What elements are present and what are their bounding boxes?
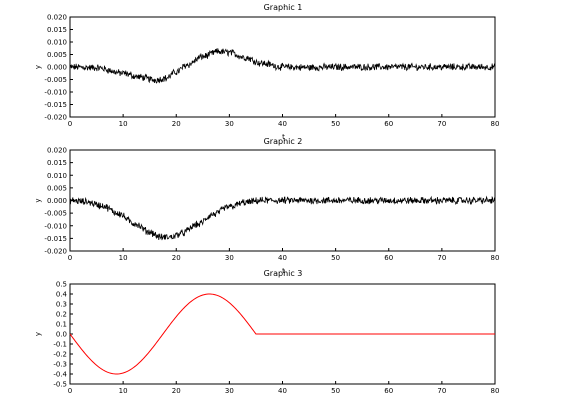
chart-2-x-axis-label: t [282, 267, 285, 275]
x-tick-label: 60 [384, 120, 393, 128]
chart-2-title: Graphic 2 [264, 137, 303, 146]
x-tick-label: 70 [437, 254, 446, 262]
x-tick-label: 40 [278, 254, 287, 262]
y-tick-label: 0.020 [47, 147, 67, 155]
y-tick-label: 0.005 [47, 184, 67, 192]
x-tick-label: 0 [68, 254, 72, 262]
x-tick-label: 80 [491, 254, 500, 262]
x-tick-label: 10 [119, 254, 128, 262]
x-tick-label: 0 [68, 387, 72, 395]
y-tick-label: 0.010 [47, 172, 67, 180]
x-tick-label: 40 [278, 120, 287, 128]
chart-1-y-axis-label: y [34, 65, 42, 69]
chart-graphic-2: Graphic 2 -0.020 -0.015 -0.010 -0.005 0.000 0… [34, 137, 499, 275]
y-tick-label: 0.4 [56, 291, 68, 299]
chart-1-x-axis-label: t [282, 133, 285, 141]
chart-1-ytick-labels: -0.020 -0.015 -0.010 -0.005 0.000 0.005 0.010 0… [44, 14, 67, 122]
chart-3-xtick-labels: 0 10 20 30 40 50 60 70 80 [68, 387, 500, 395]
x-tick-label: 0 [68, 120, 72, 128]
y-tick-label: -0.010 [44, 222, 67, 230]
chart-graphic-3: Graphic 3 -0.5 -0.4 -0.3 -0.2 -0.1 0.0 0.1 0.2 0… [34, 269, 499, 401]
x-tick-label: 20 [172, 254, 181, 262]
y-tick-label: -0.015 [44, 101, 67, 109]
y-tick-label: 0.000 [47, 197, 67, 205]
y-tick-label: 0.015 [47, 159, 67, 167]
y-tick-label: -0.020 [44, 114, 67, 122]
x-tick-label: 50 [331, 387, 340, 395]
chart-2-y-axis-label: y [34, 198, 42, 202]
chart-1-series-line [69, 48, 496, 84]
x-tick-label: 20 [172, 120, 181, 128]
chart-1-title: Graphic 1 [264, 3, 303, 12]
y-tick-label: 0.1 [56, 321, 67, 329]
y-tick-label: 0.020 [47, 14, 67, 22]
y-tick-label: -0.5 [53, 381, 67, 389]
y-tick-label: -0.4 [53, 371, 67, 379]
y-tick-label: 0.010 [47, 39, 67, 47]
x-tick-label: 70 [437, 120, 446, 128]
chart-3-series-line [69, 293, 495, 375]
y-tick-label: 0.000 [47, 64, 67, 72]
chart-graphic-1: Graphic 1 -0.020 -0.015 -0.010 -0.005 0.000 0… [34, 3, 499, 141]
y-tick-label: -0.3 [53, 361, 67, 369]
chart-1-xtick-labels: 0 10 20 30 40 50 60 70 80 [68, 120, 500, 128]
x-tick-label: 50 [331, 120, 340, 128]
x-tick-label: 10 [119, 387, 128, 395]
y-tick-label: -0.010 [44, 89, 67, 97]
chart-3-y-axis-label: y [34, 332, 42, 336]
x-tick-label: 60 [384, 254, 393, 262]
chart-2-series-line [69, 195, 496, 241]
y-tick-label: 0.2 [56, 311, 67, 319]
y-tick-label: 0.5 [56, 281, 67, 289]
x-tick-label: 30 [225, 387, 234, 395]
y-tick-label: -0.020 [44, 248, 67, 256]
y-tick-label: 0.0 [56, 331, 67, 339]
chart-3-title: Graphic 3 [264, 269, 303, 278]
y-tick-label: -0.005 [44, 76, 67, 84]
y-tick-label: -0.015 [44, 235, 67, 243]
x-tick-label: 10 [119, 120, 128, 128]
chart-1-axes-frame [69, 16, 496, 118]
y-tick-label: 0.015 [47, 26, 67, 34]
x-tick-label: 70 [437, 387, 446, 395]
chart-2-xtick-labels: 0 10 20 30 40 50 60 70 80 [68, 254, 500, 262]
x-tick-label: 80 [491, 120, 500, 128]
x-tick-label: 30 [225, 254, 234, 262]
x-tick-label: 30 [225, 120, 234, 128]
y-tick-label: -0.005 [44, 210, 67, 218]
y-tick-label: 0.3 [56, 301, 67, 309]
y-tick-label: -0.1 [53, 341, 67, 349]
y-tick-label: -0.2 [53, 351, 67, 359]
x-tick-label: 50 [331, 254, 340, 262]
x-tick-label: 40 [278, 387, 287, 395]
chart-2-ytick-labels: -0.020 -0.015 -0.010 -0.005 0.000 0.005 0.010 0… [44, 147, 67, 256]
y-tick-label: 0.005 [47, 51, 67, 59]
chart-3-ytick-labels: -0.5 -0.4 -0.3 -0.2 -0.1 0.0 0.1 0.2 0.3 0.4 0.5 [53, 281, 67, 389]
x-tick-label: 60 [384, 387, 393, 395]
x-tick-label: 80 [491, 387, 500, 395]
x-tick-label: 20 [172, 387, 181, 395]
